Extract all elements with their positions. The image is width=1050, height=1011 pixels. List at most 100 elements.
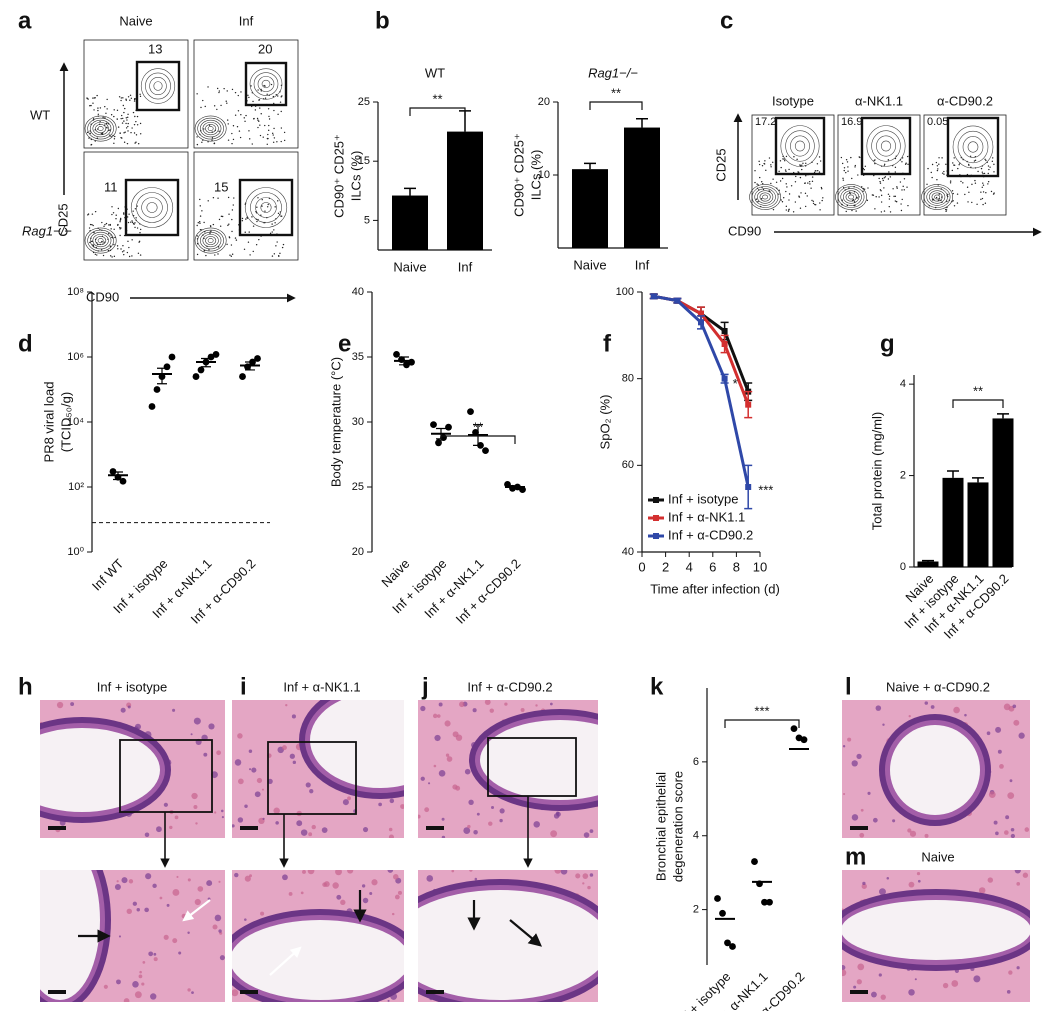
flow-dot	[203, 221, 205, 224]
y-tick-label: 4	[693, 830, 699, 842]
flow-dot	[88, 227, 91, 229]
flow-dot	[765, 169, 767, 172]
flow-dot	[132, 223, 135, 225]
flow-dot	[273, 109, 275, 112]
flow-dot	[250, 85, 252, 87]
tissue-texture	[150, 993, 157, 1000]
flow-dot	[779, 180, 782, 182]
flow-dot	[129, 94, 132, 97]
flow-contour	[845, 192, 857, 202]
flow-contour	[149, 76, 167, 96]
y-tick-label: 10⁶	[67, 351, 84, 363]
tissue-texture	[70, 702, 75, 707]
flow-dot	[121, 251, 124, 253]
flow-dot	[113, 115, 115, 118]
tissue-texture	[857, 963, 865, 971]
flow-dot	[117, 224, 119, 226]
scale-bar	[240, 990, 258, 994]
scale-bar	[426, 826, 444, 830]
tissue-texture	[214, 811, 217, 814]
y-tick-label: 25	[358, 96, 370, 108]
tissue-texture	[391, 912, 395, 916]
flow-dot	[273, 253, 276, 255]
airway-lumen	[232, 920, 404, 1000]
tissue-texture	[1009, 779, 1013, 783]
flow-dot	[127, 96, 130, 98]
flow-dot	[878, 177, 880, 180]
axis-label: CD90	[728, 223, 761, 238]
flow-dot	[122, 117, 124, 120]
flow-dot	[137, 252, 140, 254]
bar	[917, 561, 939, 567]
tissue-texture	[197, 886, 204, 892]
flow-dot	[113, 228, 115, 230]
flow-dot	[862, 190, 864, 192]
tissue-texture	[174, 815, 179, 820]
tissue-texture	[369, 892, 373, 895]
flow-dot	[134, 142, 136, 144]
tissue-texture	[499, 808, 505, 814]
tissue-texture	[187, 931, 190, 934]
flow-dot	[136, 205, 138, 207]
tissue-texture	[187, 988, 191, 992]
flow-dot	[123, 253, 125, 256]
tissue-texture	[999, 763, 1004, 769]
flow-dot	[124, 131, 126, 133]
gate-percentage: 15	[214, 179, 228, 194]
flow-contour	[153, 81, 163, 91]
flow-dot	[122, 212, 125, 214]
tissue-texture	[172, 938, 178, 944]
flow-dot	[785, 190, 787, 193]
flow-dot	[240, 91, 242, 93]
flow-dot	[92, 102, 94, 104]
gate-percentage: 16.9	[841, 116, 862, 128]
flow-dot	[232, 125, 235, 127]
tissue-texture	[978, 887, 986, 894]
x-tick-label: 8	[733, 559, 740, 574]
flow-dot	[761, 181, 763, 183]
flow-dot	[123, 250, 125, 252]
tissue-texture	[234, 759, 242, 766]
tissue-texture	[535, 704, 538, 707]
flow-dot	[778, 170, 780, 173]
axis-label: CD25	[55, 203, 70, 236]
flow-dot	[989, 166, 991, 168]
flow-dot	[282, 243, 285, 246]
bar	[392, 195, 428, 250]
flow-dot	[761, 165, 764, 167]
tissue-texture	[997, 749, 1002, 754]
flow-contour	[790, 135, 810, 157]
flow-dot	[106, 98, 108, 101]
flow-dot	[984, 158, 986, 160]
flow-dot	[866, 199, 869, 202]
flow-dot	[268, 124, 270, 127]
scale-bar	[240, 826, 258, 830]
flow-dot	[847, 166, 849, 168]
flow-dot	[879, 182, 882, 184]
flow-dot	[267, 133, 269, 136]
flow-dot	[126, 216, 129, 218]
flow-dot	[819, 202, 821, 204]
flow-contour	[89, 231, 112, 250]
scale-bar	[48, 826, 66, 830]
flow-dot	[203, 128, 205, 130]
tissue-texture	[1018, 732, 1025, 739]
data-point	[445, 423, 452, 431]
row-label: WT	[30, 107, 50, 122]
tissue-texture	[842, 745, 846, 748]
flow-dot	[982, 172, 984, 175]
flow-dot	[755, 198, 758, 200]
flow-dot	[977, 170, 979, 173]
flow-dot	[793, 156, 795, 158]
flow-dot	[244, 120, 246, 123]
flow-contour	[136, 192, 168, 223]
tissue-texture	[152, 883, 157, 889]
flow-contour	[202, 233, 219, 248]
flow-dot	[199, 215, 202, 217]
y-axis-label: Bronchial epithelial	[653, 772, 668, 881]
flow-dot	[874, 208, 876, 210]
panel-label: f	[603, 330, 612, 357]
y-tick-label: 0	[900, 561, 906, 573]
flow-dot	[889, 176, 892, 178]
flow-contour	[255, 197, 277, 218]
